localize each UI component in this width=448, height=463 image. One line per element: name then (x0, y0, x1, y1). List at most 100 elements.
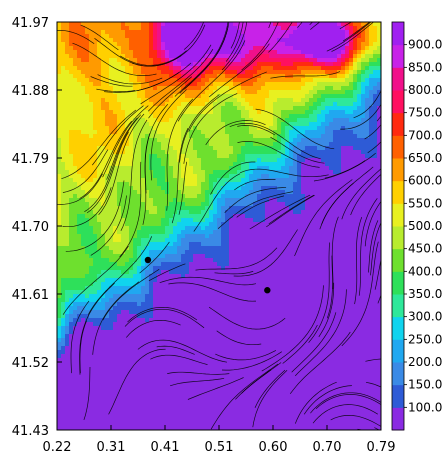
colorbar-tick-label: 700.0 (408, 128, 442, 142)
field-cell (241, 94, 270, 99)
field-cell (213, 110, 222, 115)
field-cell (105, 178, 146, 183)
field-cell (285, 118, 298, 123)
field-cell (377, 106, 381, 111)
field-cell (281, 110, 306, 115)
field-cell (69, 242, 82, 247)
field-cell (349, 82, 354, 87)
field-cell (149, 162, 162, 167)
field-cell (297, 158, 306, 163)
field-cell (109, 102, 122, 107)
field-cell (325, 70, 338, 75)
streamline (62, 187, 112, 228)
field-cell (289, 154, 294, 159)
field-cell (249, 130, 274, 135)
field-cell (237, 70, 246, 75)
field-cell (205, 74, 218, 79)
streamline (62, 149, 109, 193)
field-cell (233, 78, 258, 83)
field-cell (149, 34, 154, 39)
streamline (80, 24, 119, 51)
field-cell (145, 206, 158, 211)
colorbar-tick-label: 350.0 (408, 287, 442, 301)
field-cell (57, 230, 70, 235)
field-cell (105, 30, 126, 35)
field-cell (301, 150, 342, 155)
field-cell (377, 130, 381, 135)
field-cell (281, 154, 290, 159)
field-cell (209, 210, 218, 215)
field-cell (201, 226, 206, 231)
field-cell (241, 86, 262, 91)
x-tick-label: 0.41 (151, 440, 180, 455)
field-cell (257, 90, 270, 95)
field-cell (253, 170, 290, 175)
field-cell (61, 178, 74, 183)
field-cell (105, 122, 118, 127)
field-cell (257, 126, 270, 131)
field-cell (201, 130, 226, 135)
field-cell (273, 102, 306, 107)
field-cell (89, 194, 106, 199)
field-cell (157, 26, 162, 31)
field-cell (125, 218, 162, 223)
field-cell (297, 166, 302, 171)
field-cell (73, 178, 86, 183)
field-cell (65, 162, 74, 167)
field-cell (93, 118, 106, 123)
field-cell (153, 266, 190, 271)
field-cell (221, 242, 230, 247)
field-cell (201, 74, 206, 79)
field-cell (197, 182, 202, 187)
field-cell (125, 110, 150, 115)
field-cell (273, 134, 278, 139)
field-cell (61, 142, 70, 147)
field-cell (185, 274, 381, 279)
field-cell (225, 202, 254, 207)
colorbar-segment (392, 271, 404, 295)
field-cell (221, 114, 242, 119)
streamline (148, 263, 186, 282)
field-cell (173, 226, 186, 231)
field-cell (93, 210, 122, 215)
field-cell (153, 270, 162, 275)
field-cell (189, 266, 222, 271)
field-cell (305, 94, 314, 99)
field-cell (193, 62, 202, 67)
field-cell (369, 62, 381, 67)
field-cell (89, 202, 102, 207)
field-cell (109, 82, 134, 87)
field-cell (197, 126, 226, 131)
field-cell (85, 286, 102, 291)
field-cell (133, 122, 150, 127)
field-cell (57, 90, 86, 95)
field-cell (305, 158, 322, 163)
streamline (354, 216, 363, 305)
field-cell (345, 46, 350, 51)
field-cell (217, 86, 230, 91)
field-cell (213, 70, 226, 75)
field-cell (369, 118, 378, 123)
field-cell (349, 54, 354, 59)
field-cell (353, 146, 378, 151)
field-cell (365, 54, 374, 59)
field-cell (141, 262, 146, 267)
field-cell (133, 254, 138, 259)
field-cell (89, 98, 102, 103)
field-cell (177, 198, 206, 203)
field-cell (149, 242, 174, 247)
field-cell (153, 282, 381, 287)
field-cell (57, 226, 70, 231)
field-cell (137, 302, 142, 307)
field-cell (69, 170, 78, 175)
field-cell (253, 218, 266, 223)
field-cell (365, 114, 370, 119)
field-cell (333, 62, 342, 67)
field-cell (357, 66, 362, 71)
field-cell (157, 30, 162, 35)
field-cell (77, 218, 90, 223)
field-cell (129, 230, 138, 235)
streamline (364, 124, 381, 140)
field-cell (293, 126, 318, 131)
